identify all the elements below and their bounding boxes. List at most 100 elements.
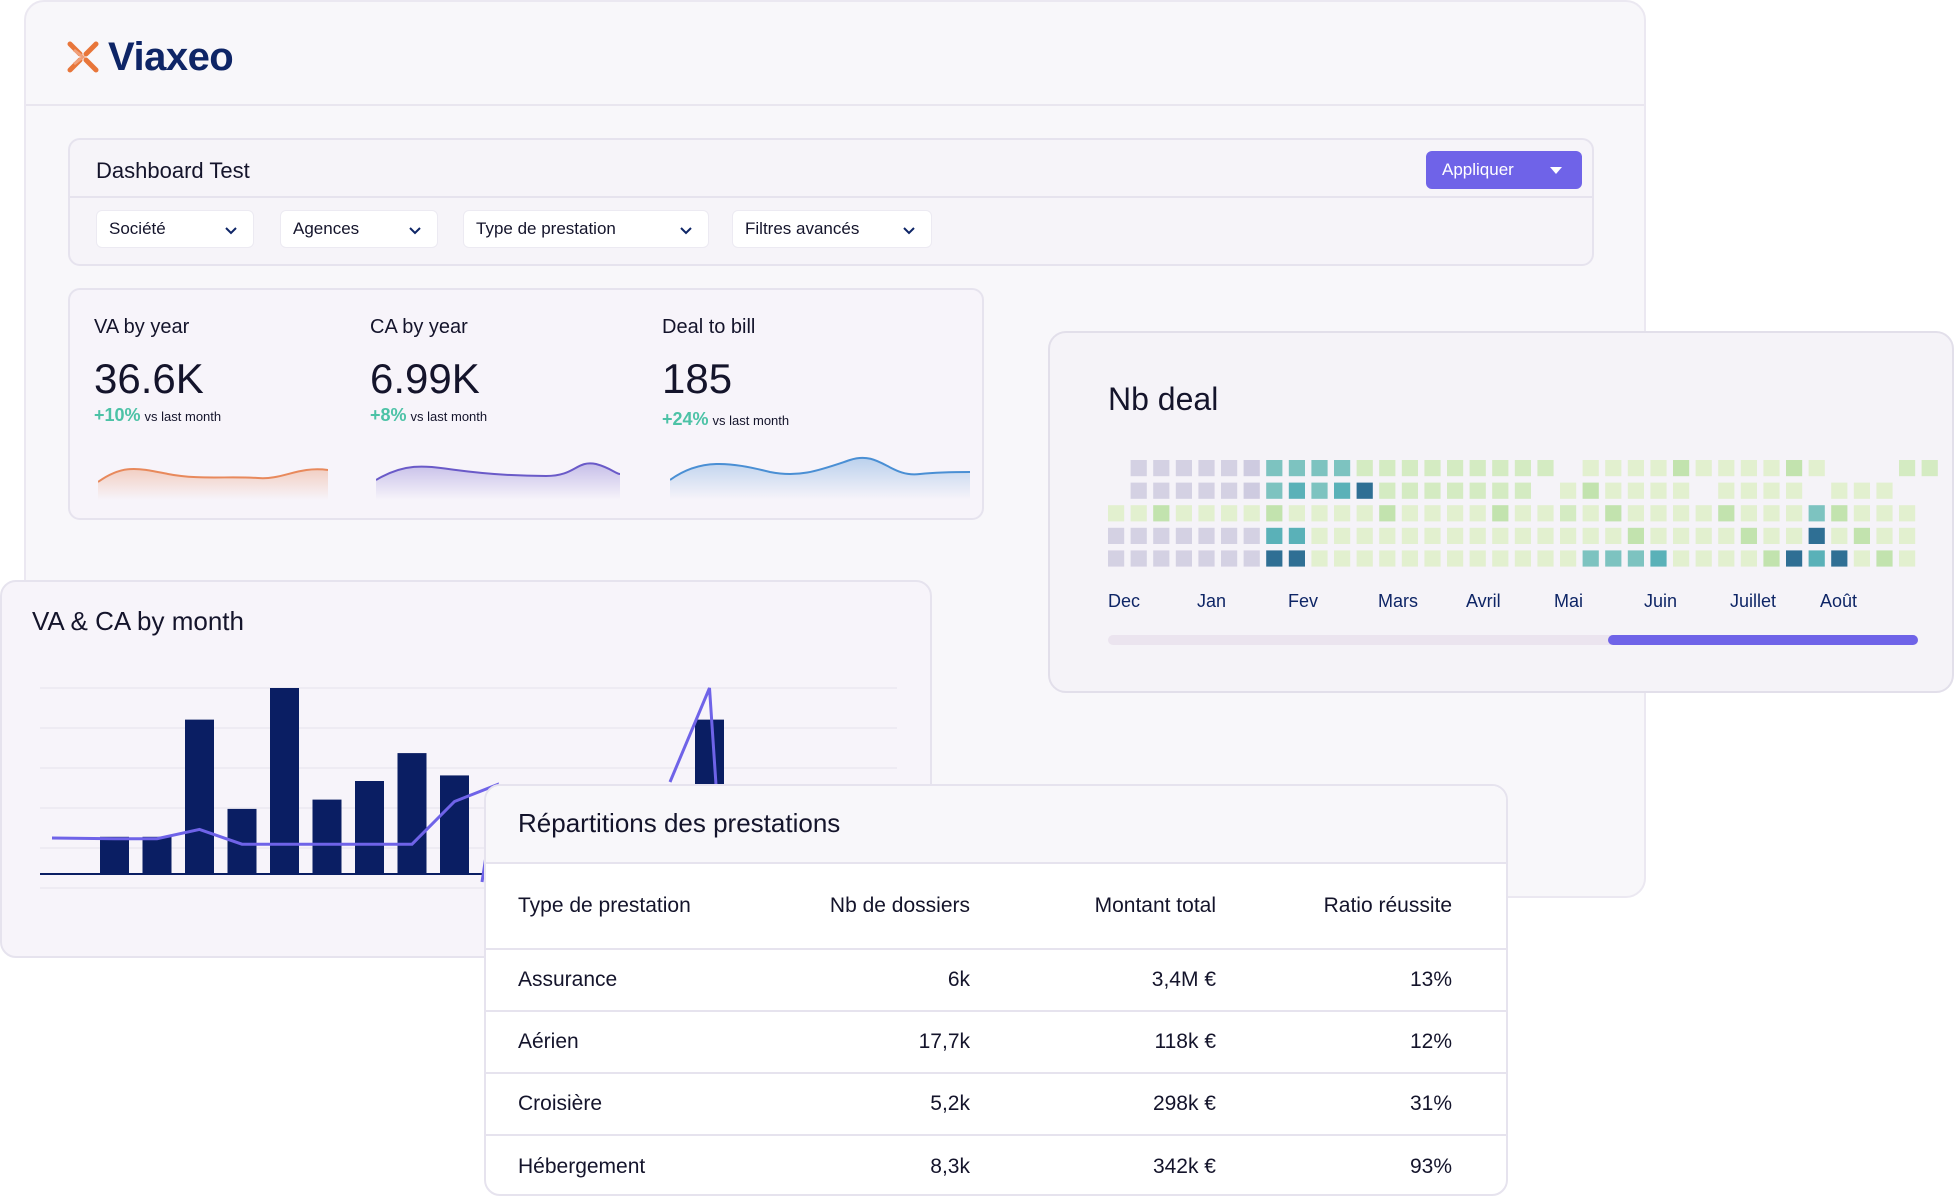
heatmap-cell[interactable] bbox=[1447, 550, 1464, 567]
heatmap-cell[interactable] bbox=[1153, 482, 1170, 499]
heatmap-cell[interactable] bbox=[1334, 482, 1351, 499]
heatmap-cell[interactable] bbox=[1221, 505, 1238, 522]
heatmap-cell[interactable] bbox=[1334, 527, 1351, 544]
heatmap-cell[interactable] bbox=[1537, 550, 1554, 567]
table-row[interactable]: Croisière 5,2k 298k € 31% bbox=[486, 1074, 1506, 1136]
heatmap-cell[interactable] bbox=[1311, 527, 1328, 544]
heatmap-cell[interactable] bbox=[1605, 482, 1622, 499]
table-row[interactable]: Assurance 6k 3,4M € 13% bbox=[486, 950, 1506, 1012]
heatmap-cell[interactable] bbox=[1718, 550, 1735, 567]
bar[interactable] bbox=[397, 753, 427, 874]
heatmap-cell[interactable] bbox=[1514, 527, 1531, 544]
heatmap-cell[interactable] bbox=[1921, 460, 1938, 477]
heatmap-cell[interactable] bbox=[1808, 550, 1825, 567]
heatmap-cell[interactable] bbox=[1108, 505, 1125, 522]
heatmap-cell[interactable] bbox=[1627, 505, 1644, 522]
dropdown-filtres-avances[interactable]: Filtres avancés bbox=[732, 210, 932, 248]
heatmap-cell[interactable] bbox=[1582, 505, 1599, 522]
heatmap-cell[interactable] bbox=[1130, 527, 1147, 544]
heatmap-cell[interactable] bbox=[1356, 460, 1373, 477]
dropdown-agences[interactable]: Agences bbox=[280, 210, 438, 248]
heatmap-cell[interactable] bbox=[1469, 482, 1486, 499]
bar[interactable] bbox=[142, 836, 172, 874]
heatmap-cell[interactable] bbox=[1650, 527, 1667, 544]
heatmap-cell[interactable] bbox=[1379, 482, 1396, 499]
heatmap-cell[interactable] bbox=[1243, 460, 1260, 477]
heatmap-cell[interactable] bbox=[1514, 550, 1531, 567]
heatmap-cell[interactable] bbox=[1198, 482, 1215, 499]
heatmap-cell[interactable] bbox=[1876, 505, 1893, 522]
heatmap-cell[interactable] bbox=[1153, 527, 1170, 544]
heatmap-cell[interactable] bbox=[1108, 550, 1125, 567]
heatmap-cell[interactable] bbox=[1198, 527, 1215, 544]
heatmap-cell[interactable] bbox=[1853, 505, 1870, 522]
heatmap-cell[interactable] bbox=[1763, 482, 1780, 499]
heatmap-cell[interactable] bbox=[1763, 550, 1780, 567]
heatmap-cell[interactable] bbox=[1424, 527, 1441, 544]
heatmap-cell[interactable] bbox=[1469, 527, 1486, 544]
heatmap-cell[interactable] bbox=[1311, 460, 1328, 477]
heatmap-cell[interactable] bbox=[1424, 505, 1441, 522]
logo[interactable]: Viaxeo bbox=[66, 32, 234, 82]
caret-down-icon[interactable] bbox=[1550, 167, 1562, 174]
heatmap-cell[interactable] bbox=[1175, 460, 1192, 477]
heatmap-cell[interactable] bbox=[1334, 505, 1351, 522]
heatmap-cell[interactable] bbox=[1401, 505, 1418, 522]
heatmap-cell[interactable] bbox=[1221, 460, 1238, 477]
heatmap-cell[interactable] bbox=[1356, 527, 1373, 544]
heatmap-cell[interactable] bbox=[1560, 482, 1577, 499]
heatmap-cell[interactable] bbox=[1447, 482, 1464, 499]
bar[interactable] bbox=[100, 836, 129, 874]
heatmap-cell[interactable] bbox=[1718, 482, 1735, 499]
heatmap-cell[interactable] bbox=[1175, 527, 1192, 544]
heatmap-cell[interactable] bbox=[1831, 505, 1848, 522]
heatmap-cell[interactable] bbox=[1718, 460, 1735, 477]
heatmap-cell[interactable] bbox=[1175, 550, 1192, 567]
heatmap-cell[interactable] bbox=[1311, 482, 1328, 499]
heatmap-cell[interactable] bbox=[1605, 505, 1622, 522]
column-header[interactable]: Nb de dossiers bbox=[829, 894, 970, 917]
heatmap-cell[interactable] bbox=[1243, 527, 1260, 544]
heatmap-cell[interactable] bbox=[1266, 482, 1283, 499]
heatmap-cell[interactable] bbox=[1469, 460, 1486, 477]
heatmap-cell[interactable] bbox=[1560, 527, 1577, 544]
heatmap-cell[interactable] bbox=[1786, 505, 1803, 522]
heatmap-cell[interactable] bbox=[1401, 460, 1418, 477]
heatmap-cell[interactable] bbox=[1853, 482, 1870, 499]
heatmap-cell[interactable] bbox=[1514, 505, 1531, 522]
heatmap-cell[interactable] bbox=[1605, 550, 1622, 567]
heatmap-cell[interactable] bbox=[1763, 460, 1780, 477]
heatmap-cell[interactable] bbox=[1514, 460, 1531, 477]
heatmap-cell[interactable] bbox=[1560, 550, 1577, 567]
heatmap-cell[interactable] bbox=[1537, 505, 1554, 522]
heatmap-cell[interactable] bbox=[1786, 550, 1803, 567]
heatmap-cell[interactable] bbox=[1401, 527, 1418, 544]
heatmap-cell[interactable] bbox=[1808, 527, 1825, 544]
column-header[interactable]: Montant total bbox=[1094, 894, 1216, 917]
heatmap-cell[interactable] bbox=[1288, 527, 1305, 544]
heatmap-cell[interactable] bbox=[1447, 527, 1464, 544]
heatmap-cell[interactable] bbox=[1718, 527, 1735, 544]
heatmap-cell[interactable] bbox=[1786, 527, 1803, 544]
heatmap-cell[interactable] bbox=[1808, 505, 1825, 522]
heatmap-cell[interactable] bbox=[1130, 482, 1147, 499]
heatmap-cell[interactable] bbox=[1695, 505, 1712, 522]
heatmap-cell[interactable] bbox=[1853, 550, 1870, 567]
heatmap-cell[interactable] bbox=[1763, 505, 1780, 522]
heatmap-cell[interactable] bbox=[1650, 505, 1667, 522]
heatmap-cell[interactable] bbox=[1740, 527, 1757, 544]
heatmap-cell[interactable] bbox=[1153, 505, 1170, 522]
heatmap-cell[interactable] bbox=[1899, 505, 1916, 522]
heatmap-cell[interactable] bbox=[1650, 482, 1667, 499]
heatmap-cell[interactable] bbox=[1469, 505, 1486, 522]
heatmap-cell[interactable] bbox=[1266, 505, 1283, 522]
heatmap-cell[interactable] bbox=[1243, 505, 1260, 522]
heatmap-cell[interactable] bbox=[1153, 460, 1170, 477]
heatmap-cell[interactable] bbox=[1492, 505, 1509, 522]
heatmap-cell[interactable] bbox=[1808, 460, 1825, 477]
table-row[interactable]: Hébergement 8,3k 342k € 93% bbox=[486, 1136, 1506, 1194]
heatmap-cell[interactable] bbox=[1288, 550, 1305, 567]
heatmap-cell[interactable] bbox=[1740, 482, 1757, 499]
heatmap-cell[interactable] bbox=[1492, 482, 1509, 499]
kpi-va-by-year[interactable]: VA by year 36.6K +10% vs last month bbox=[94, 316, 221, 426]
